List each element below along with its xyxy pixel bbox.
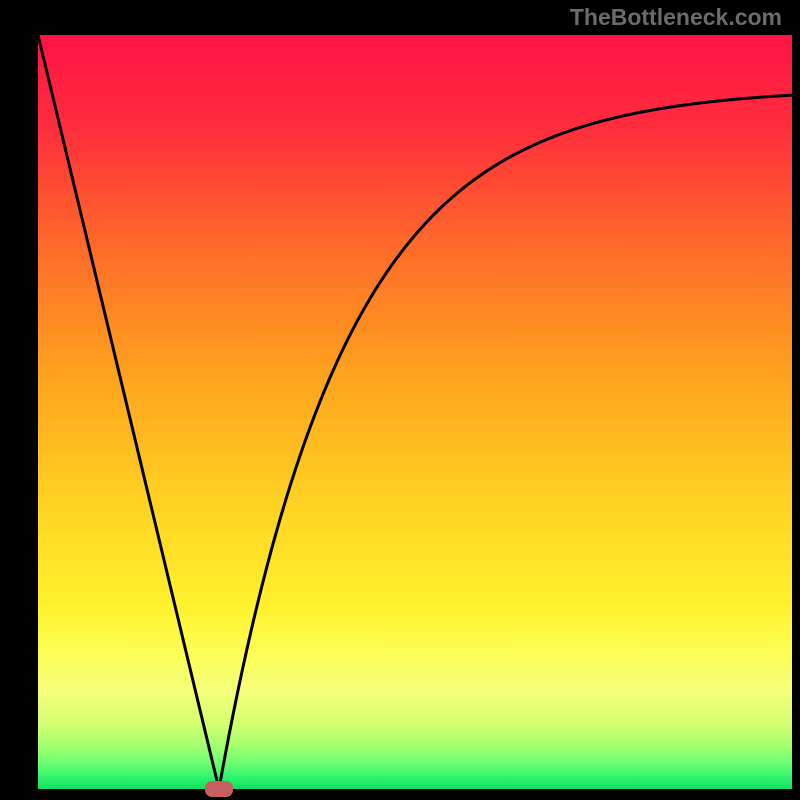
chart-root: TheBottleneck.com — [0, 0, 800, 800]
optimal-point-marker — [205, 781, 234, 796]
watermark-text: TheBottleneck.com — [570, 4, 782, 31]
curve-path — [38, 35, 792, 789]
bottleneck-curve — [38, 35, 792, 789]
plot-area — [38, 35, 792, 789]
